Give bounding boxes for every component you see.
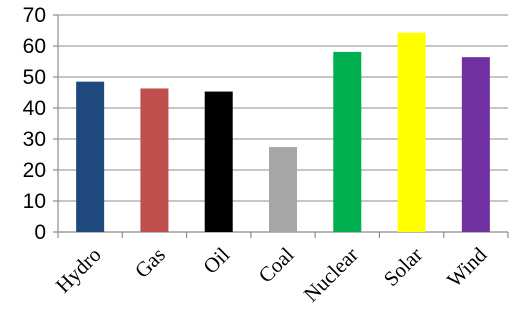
y-tick-label: 70 — [23, 4, 46, 27]
y-tick-label: 0 — [34, 221, 46, 244]
bar-coal — [269, 147, 297, 232]
x-tick-label: Gas — [130, 243, 170, 283]
bar-oil — [204, 91, 233, 232]
x-tick-label: Nuclear — [299, 243, 363, 307]
x-tick-label: Oil — [198, 242, 234, 278]
y-tick-label: 40 — [23, 97, 46, 120]
x-tick-label: Hydro — [51, 243, 106, 298]
bar-wind — [461, 57, 490, 232]
y-tick-label: 20 — [23, 159, 46, 182]
bar-solar — [397, 32, 426, 232]
y-tick-label: 50 — [23, 66, 46, 89]
bar-gas — [140, 88, 169, 232]
y-tick-label: 10 — [23, 190, 46, 213]
bar-hydro — [76, 81, 105, 233]
y-tick-label: 60 — [23, 35, 46, 58]
bar-nuclear — [333, 51, 362, 232]
y-tick-label: 30 — [23, 128, 46, 151]
x-tick-label: Coal — [254, 242, 299, 287]
x-tick-label: Wind — [442, 242, 492, 292]
x-tick-label: Solar — [379, 243, 427, 291]
